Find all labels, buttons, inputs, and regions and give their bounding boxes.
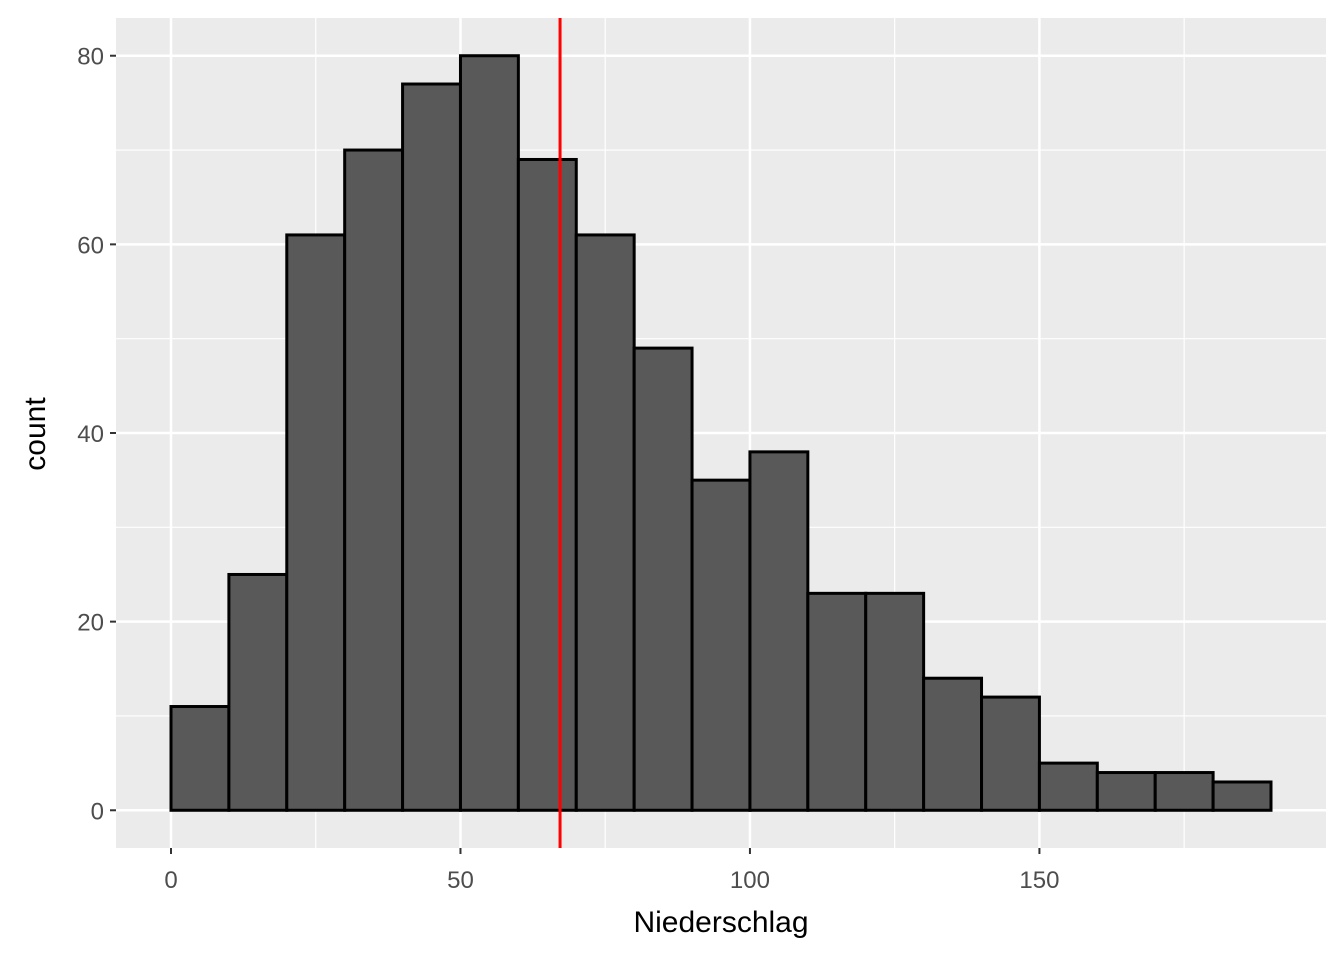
x-tick-label: 0 <box>164 867 177 894</box>
x-axis-title: Niederschlag <box>633 906 808 939</box>
histogram-bar <box>516 157 578 812</box>
x-tick-label: 150 <box>1019 867 1059 894</box>
histogram-bar <box>922 676 984 812</box>
y-tick-label: 20 <box>77 610 104 637</box>
histogram-bar <box>1211 780 1273 812</box>
y-tick-label: 40 <box>77 421 104 448</box>
histogram-bar <box>1037 761 1099 812</box>
y-tick-label: 60 <box>77 232 104 259</box>
histogram-bar <box>980 695 1041 812</box>
histogram-bar <box>1095 771 1157 812</box>
bars <box>169 54 1273 812</box>
histogram-bar <box>458 54 520 812</box>
histogram-bar <box>227 572 289 812</box>
y-tick-label: 80 <box>77 44 104 71</box>
histogram-bar <box>748 450 810 812</box>
histogram-bar <box>169 705 231 812</box>
axes: 0 50 100 150 0 20 40 60 80 <box>77 44 1059 894</box>
histogram-bar <box>574 233 636 812</box>
histogram-bar <box>1153 771 1215 812</box>
histogram-bar <box>690 478 752 812</box>
x-tick-label: 100 <box>730 867 770 894</box>
histogram-bar <box>401 82 462 812</box>
x-tick-label: 50 <box>447 867 474 894</box>
y-tick-label: 0 <box>91 798 104 825</box>
histogram-bar <box>864 591 926 812</box>
histogram-bar <box>343 148 405 812</box>
y-axis-title: count <box>19 397 52 471</box>
histogram-bar <box>285 233 347 812</box>
histogram-bar <box>632 346 694 812</box>
histogram-bar <box>806 591 868 812</box>
